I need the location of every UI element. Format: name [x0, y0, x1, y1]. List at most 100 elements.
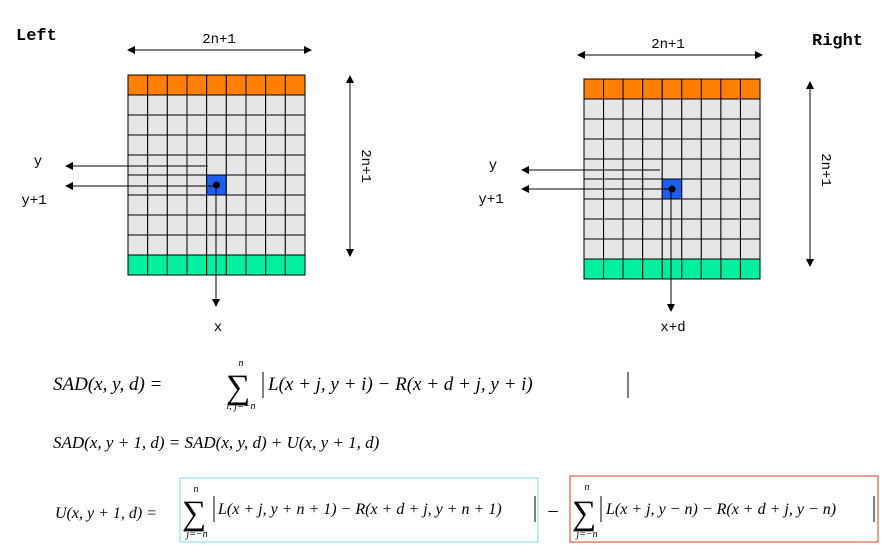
left-col-label: x [214, 320, 222, 336]
left-grid-cell [206, 114, 227, 136]
left-grid-cell [147, 234, 168, 256]
right-grid-cell [622, 98, 644, 120]
right-grid-cell [681, 98, 702, 120]
left-grid-cell [284, 194, 306, 216]
left-grid-cell [225, 74, 247, 96]
left-grid-cell [284, 94, 306, 116]
right-grid-cell [739, 178, 761, 200]
right-grid-cell [720, 118, 741, 140]
left-grid-cell [127, 254, 149, 276]
right-grid-cell [739, 238, 761, 260]
left-grid-cell [245, 134, 267, 156]
left-grid-cell [265, 194, 286, 216]
right-grid-cell [661, 118, 683, 140]
left-grid-cell [265, 234, 286, 256]
right-grid-cell [739, 198, 761, 220]
right-grid-cell [661, 158, 683, 180]
right-grid-cell [720, 98, 741, 120]
left-grid-cell [245, 154, 267, 176]
left-grid-cell [166, 234, 188, 256]
right-grid-cell [700, 198, 722, 220]
left-grid-cell [127, 74, 149, 96]
left-grid-cell [245, 74, 267, 96]
right-grid-cell [583, 198, 605, 220]
right-grid-cell [583, 98, 605, 120]
eq3-lhs: U(x, y + 1, d) = [55, 505, 157, 522]
right-grid-cell [720, 238, 741, 260]
left-grid-cell [186, 174, 208, 196]
left-grid-cell [206, 154, 227, 176]
left-grid-cell [206, 94, 227, 116]
right-grid-cell [720, 78, 741, 100]
right-row-label-y1: y+1 [478, 192, 503, 208]
left-grid-cell [206, 134, 227, 156]
right-grid-cell [681, 118, 702, 140]
right-grid-cell [720, 218, 741, 240]
left-grid-cell [186, 254, 208, 276]
right-grid-cell [681, 178, 702, 200]
right-grid-cell [739, 258, 761, 280]
right-grid-cell [661, 78, 683, 100]
left-grid-cell [206, 214, 227, 236]
right-grid-cell [622, 118, 644, 140]
right-grid-cell [603, 218, 624, 240]
left-grid-cell [265, 114, 286, 136]
right-grid-cell [739, 138, 761, 160]
left-grid-cell [225, 194, 247, 216]
right-grid-cell [642, 138, 663, 160]
left-grid-cell [127, 234, 149, 256]
left-grid-cell [166, 94, 188, 116]
right-grid-cell [681, 78, 702, 100]
left-grid-center-dot [213, 181, 220, 189]
right-grid-cell [700, 118, 722, 140]
left-grid-cell [127, 194, 149, 216]
left-grid-cell [147, 134, 168, 156]
eq1-lhs: SAD(x, y, d) = [53, 374, 162, 395]
right-grid-cell [642, 238, 663, 260]
right-grid-cell [603, 118, 624, 140]
left-grid-cell [265, 214, 286, 236]
right-grid-cell [642, 98, 663, 120]
right-grid-cell [720, 138, 741, 160]
left-grid-cell [284, 114, 306, 136]
left-grid-cell [147, 114, 168, 136]
left-grid-cell [206, 74, 227, 96]
left-grid-cell [284, 174, 306, 196]
left-grid-cell [127, 134, 149, 156]
right-grid-cell [642, 158, 663, 180]
left-height-label: 2n+1 [357, 149, 373, 183]
left-grid-cell [206, 234, 227, 256]
right-grid-cell [739, 78, 761, 100]
left-grid-cell [284, 234, 306, 256]
right-title: Right [812, 32, 863, 51]
right-grid-cell [603, 158, 624, 180]
right-col-label: x+d [660, 320, 685, 336]
equation-sad: SAD(x, y, d) = ∑ n i, j=−n L(x + j, y + … [53, 358, 629, 412]
left-grid-cell [225, 234, 247, 256]
right-grid-cell [739, 98, 761, 120]
right-grid-cell [720, 198, 741, 220]
eq1-body: L(x + j, y + i) − R(x + d + j, y + i) [267, 374, 533, 395]
right-height-label: 2n+1 [817, 153, 833, 187]
left-grid-cell [166, 154, 188, 176]
right-grid-cell [661, 138, 683, 160]
right-grid-cell [661, 258, 683, 280]
right-grid-cell [583, 118, 605, 140]
right-grid-cell [720, 158, 741, 180]
right-grid-cell [583, 78, 605, 100]
left-grid-cell [166, 114, 188, 136]
left-grid-cell [284, 134, 306, 156]
left-grid-cell [166, 194, 188, 216]
left-grid-cell [265, 254, 286, 276]
left-grid-cell [127, 114, 149, 136]
left-grid-cell [265, 174, 286, 196]
left-grid-cell [186, 194, 208, 216]
right-grid-cell [681, 218, 702, 240]
left-grid-cell [206, 254, 227, 276]
left-grid-cell [284, 214, 306, 236]
left-grid-cell [166, 254, 188, 276]
left-grid-cell [265, 154, 286, 176]
right-grid-cell [700, 138, 722, 160]
left-grid-cell [147, 194, 168, 216]
term1-body: L(x + j, y + n + 1) − R(x + d + j, y + n… [217, 501, 502, 518]
